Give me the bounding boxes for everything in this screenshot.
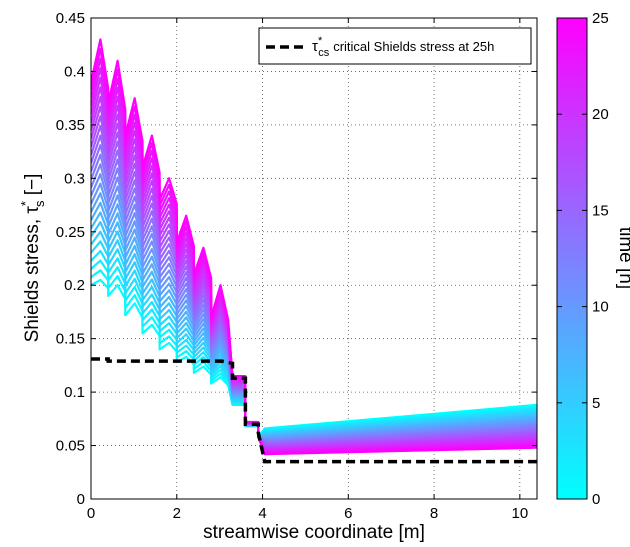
legend-subscript: cs <box>318 47 330 59</box>
y-tick-label: 0 <box>77 491 85 508</box>
y-tick-label: 0.1 <box>64 384 85 401</box>
legend-box <box>258 27 532 65</box>
colorbar-tick-label: 25 <box>592 10 609 27</box>
x-axis-label: streamwise coordinate [m] <box>203 522 425 543</box>
axis-ticks: 0 2 4 6 8 10 0 0.05 0.1 0.15 0.2 0.25 0.3 0.35 0.4 0.45 <box>56 10 537 522</box>
colorbar-tick-label: 15 <box>592 202 609 219</box>
colorbar-label: time [h] <box>615 227 630 289</box>
y-tick-label: 0.35 <box>56 117 85 134</box>
legend-label: critical Shields stress at 25h <box>333 39 494 54</box>
colorbar-tick-label: 0 <box>592 491 600 508</box>
legend: τ* cs critical Shields stress at 25h <box>258 27 532 65</box>
x-tick-label: 0 <box>87 505 95 522</box>
y-tick-label: 0.45 <box>56 10 85 27</box>
legend-symbol: τ <box>312 38 318 55</box>
x-tick-label: 10 <box>512 505 529 522</box>
colorbar-tick-label: 5 <box>592 395 600 412</box>
x-tick-label: 4 <box>258 505 266 522</box>
colorbar-tick-label: 20 <box>592 106 609 123</box>
x-tick-label: 2 <box>173 505 181 522</box>
grid-lines <box>91 18 537 499</box>
y-tick-label: 0.4 <box>64 63 85 80</box>
y-tick-label: 0.05 <box>56 438 85 455</box>
plot-frame <box>90 17 538 500</box>
colorbar-ticks: 0 5 10 15 20 25 <box>557 10 609 508</box>
colorbar <box>556 17 588 500</box>
colorbar-tick-label: 10 <box>592 299 609 316</box>
legend-superscript: * <box>318 35 323 47</box>
x-tick-label: 8 <box>430 505 438 522</box>
y-axis-label: Shields stress, τ*s [−] <box>18 174 47 343</box>
y-tick-label: 0.15 <box>56 331 85 348</box>
critical-shields-stress-line <box>91 357 537 464</box>
y-tick-label: 0.25 <box>56 224 85 241</box>
shields-stress-series-line <box>91 38 537 456</box>
x-tick-label: 6 <box>344 505 352 522</box>
y-tick-label: 0.2 <box>64 277 85 294</box>
y-tick-label: 0.3 <box>64 170 85 187</box>
